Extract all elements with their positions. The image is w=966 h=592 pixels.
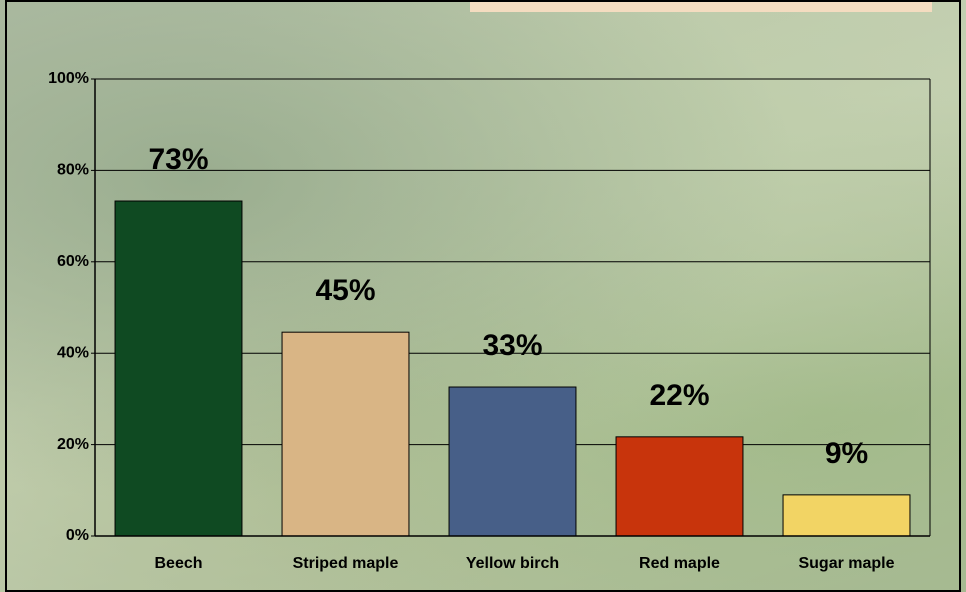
value-label: 22% <box>649 379 709 412</box>
bar <box>782 494 911 537</box>
frame <box>5 0 961 592</box>
value-label: 73% <box>148 143 208 176</box>
x-tick-label: Beech <box>154 555 202 572</box>
y-tick-label: 60% <box>57 253 89 270</box>
y-tick-label: 80% <box>57 162 89 179</box>
bar <box>281 331 410 537</box>
bar <box>615 436 744 537</box>
decor-band <box>470 0 932 12</box>
x-tick-label: Sugar maple <box>798 555 894 572</box>
x-tick-label: Striped maple <box>293 555 399 572</box>
value-label: 9% <box>825 437 868 470</box>
y-tick-label: 0% <box>66 527 89 544</box>
value-label: 33% <box>482 329 542 362</box>
y-tick-label: 100% <box>48 70 89 87</box>
value-label: 45% <box>315 274 375 307</box>
x-tick-label: Red maple <box>639 555 720 572</box>
y-tick-label: 40% <box>57 344 89 361</box>
bar <box>448 386 577 537</box>
bar <box>114 200 243 537</box>
y-tick-label: 20% <box>57 436 89 453</box>
x-tick-label: Yellow birch <box>466 555 559 572</box>
